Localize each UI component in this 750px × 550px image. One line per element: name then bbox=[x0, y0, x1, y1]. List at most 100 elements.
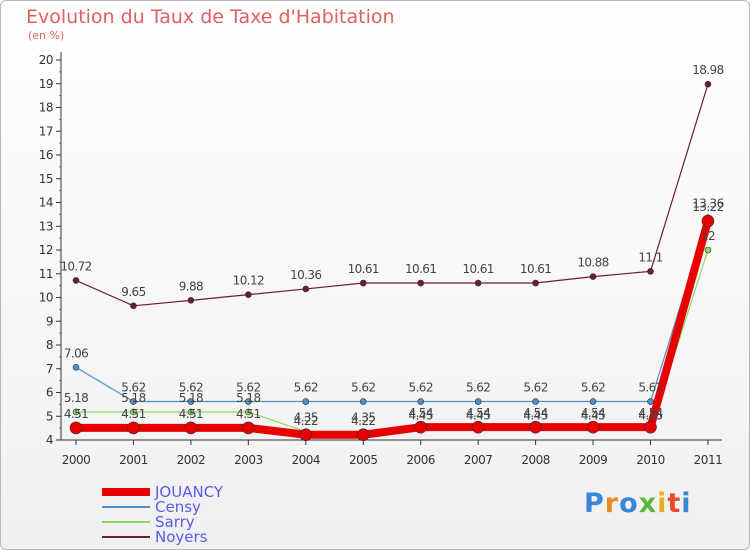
y-tick-label: 5 bbox=[46, 409, 53, 423]
data-point-jouancy bbox=[69, 421, 83, 435]
y-tick-label: 8 bbox=[46, 338, 53, 352]
data-label-sarry: 4.45 bbox=[581, 408, 605, 422]
logo-letter: r bbox=[604, 488, 620, 519]
data-point-censy bbox=[474, 398, 482, 405]
data-point-noyers bbox=[302, 285, 310, 293]
data-label-censy: 5.62 bbox=[351, 381, 375, 395]
data-point-sarry bbox=[245, 408, 252, 416]
logo-letter: i bbox=[681, 488, 692, 519]
series-line-jouancy bbox=[76, 219, 712, 439]
data-label-noyers: 10.88 bbox=[577, 256, 608, 270]
y-tick-label: 12 bbox=[39, 243, 53, 257]
logo-letter: P bbox=[584, 488, 605, 519]
y-tick-label: 9 bbox=[46, 314, 53, 328]
data-label-censy: 5.62 bbox=[179, 381, 203, 395]
data-point-noyers bbox=[72, 277, 80, 284]
data-label-sarry: 5.18 bbox=[179, 391, 203, 405]
data-point-censy bbox=[589, 398, 597, 405]
x-tick-label: 2008 bbox=[521, 453, 550, 467]
logo-letter: x bbox=[638, 488, 658, 519]
series-line-noyers bbox=[75, 84, 709, 307]
x-tick-label: 2007 bbox=[464, 453, 493, 467]
data-point-noyers bbox=[474, 279, 482, 287]
data-label-sarry: 5.18 bbox=[236, 391, 260, 405]
logo-letter: t bbox=[667, 488, 682, 519]
data-point-jouancy bbox=[299, 428, 313, 442]
data-point-censy bbox=[647, 398, 654, 405]
data-label-jouancy: 4.51 bbox=[179, 407, 203, 421]
y-tick-label: 7 bbox=[46, 362, 53, 376]
data-label-sarry: 4.45 bbox=[409, 408, 433, 422]
chart-unit: (en %) bbox=[28, 29, 65, 42]
data-label-censy: 5.62 bbox=[409, 381, 433, 395]
data-label-sarry: 4.45 bbox=[523, 408, 547, 422]
series-line-censy bbox=[75, 217, 709, 403]
data-point-noyers bbox=[359, 279, 367, 287]
data-label-censy: 5.62 bbox=[294, 381, 318, 395]
data-label-sarry: 4.35 bbox=[294, 411, 318, 425]
data-label-jouancy: 13.22 bbox=[692, 200, 723, 214]
x-tick-label: 2009 bbox=[579, 453, 608, 467]
data-label-jouancy: 4.54 bbox=[581, 406, 605, 420]
data-point-noyers bbox=[417, 279, 425, 287]
data-point-noyers bbox=[532, 279, 539, 287]
data-point-noyers bbox=[130, 302, 137, 310]
data-point-censy bbox=[532, 398, 539, 405]
data-label-censy: 5.62 bbox=[638, 381, 662, 395]
y-tick-label: 6 bbox=[46, 386, 53, 400]
x-tick-label: 2005 bbox=[349, 453, 378, 467]
data-label-jouancy: 4.22 bbox=[351, 414, 375, 428]
data-point-censy bbox=[187, 398, 195, 405]
data-point-jouancy bbox=[127, 421, 140, 435]
data-point-noyers bbox=[187, 297, 195, 304]
data-point-censy bbox=[72, 364, 80, 371]
data-point-censy bbox=[130, 398, 137, 405]
data-point-jouancy bbox=[414, 420, 428, 434]
data-label-censy: 5.62 bbox=[523, 381, 547, 395]
data-label-noyers: 10.72 bbox=[60, 259, 91, 273]
data-label-noyers: 9.88 bbox=[179, 279, 203, 293]
y-tick-label: 10 bbox=[39, 291, 53, 305]
data-label-censy: 5.62 bbox=[236, 381, 260, 395]
x-tick-label: 2002 bbox=[177, 453, 206, 467]
data-point-sarry bbox=[130, 408, 137, 416]
data-point-jouancy bbox=[356, 428, 370, 442]
data-label-sarry: 12 bbox=[701, 229, 715, 243]
data-label-jouancy: 4.51 bbox=[236, 407, 260, 421]
data-label-noyers: 10.61 bbox=[405, 262, 436, 276]
data-point-censy bbox=[359, 398, 367, 405]
data-label-censy: 13.36 bbox=[692, 197, 723, 211]
data-point-noyers bbox=[245, 291, 252, 298]
data-label-noyers: 10.61 bbox=[462, 262, 493, 276]
y-tick-label: 19 bbox=[39, 77, 53, 91]
data-point-jouancy bbox=[701, 214, 715, 228]
data-label-sarry: 5.18 bbox=[64, 391, 88, 405]
data-label-jouancy: 4.54 bbox=[409, 406, 433, 420]
data-point-censy bbox=[245, 398, 252, 405]
y-tick-label: 16 bbox=[39, 148, 53, 162]
x-tick-label: 2010 bbox=[636, 453, 665, 467]
data-point-jouancy bbox=[471, 420, 485, 434]
data-point-jouancy bbox=[184, 421, 198, 435]
y-tick-label: 14 bbox=[39, 196, 53, 210]
data-label-noyers: 10.61 bbox=[348, 262, 379, 276]
data-point-noyers bbox=[589, 273, 597, 280]
data-label-jouancy: 4.54 bbox=[638, 406, 662, 420]
data-point-jouancy bbox=[586, 420, 600, 434]
series-line-sarry bbox=[76, 249, 709, 433]
x-tick-label: 2000 bbox=[62, 453, 91, 467]
data-label-jouancy: 4.51 bbox=[121, 407, 145, 421]
data-point-sarry bbox=[704, 246, 712, 254]
data-point-noyers bbox=[647, 268, 654, 275]
data-labels: 10.72 9.65 9.88 10.12 10.36 10.61 10.61 10.61 10… bbox=[60, 63, 724, 428]
y-tick-label: 18 bbox=[39, 101, 53, 115]
y-tick-label: 13 bbox=[39, 219, 53, 233]
x-tick-label: 2004 bbox=[292, 453, 321, 467]
data-point-censy bbox=[417, 398, 425, 405]
data-label-noyers: 9.65 bbox=[121, 285, 145, 299]
data-label-censy: 5.62 bbox=[581, 381, 605, 395]
data-point-jouancy bbox=[529, 420, 542, 434]
